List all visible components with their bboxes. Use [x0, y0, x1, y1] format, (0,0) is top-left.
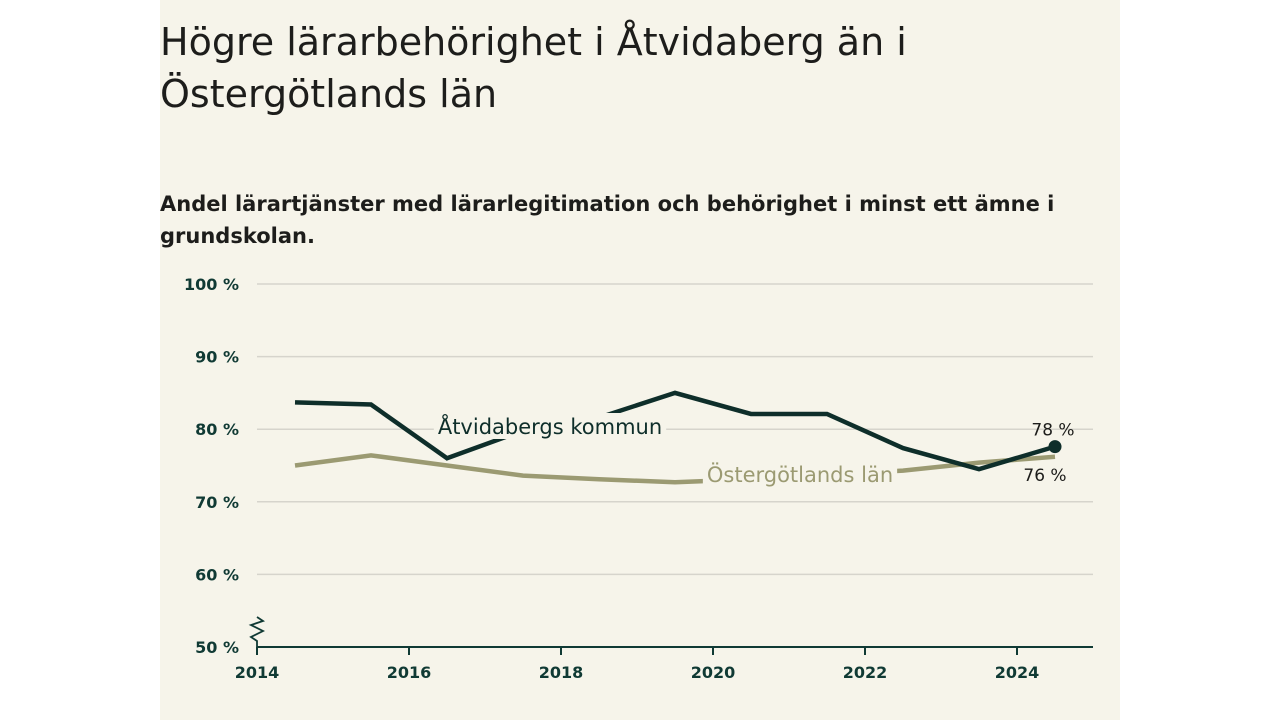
end-point-marker [1048, 440, 1062, 454]
y-axis-break-mark [248, 616, 266, 647]
y-tick-label: 50 % [195, 638, 239, 657]
x-tick-label: 2016 [387, 663, 432, 682]
chart-subtitle: Andel lärartjänster med lärarlegitimatio… [160, 192, 1055, 248]
y-tick-label: 80 % [195, 420, 239, 439]
x-tick-label: 2024 [995, 663, 1040, 682]
x-tick-label: 2022 [843, 663, 888, 682]
chart-title: Högre lärarbehörighet i Åtvidaberg än i … [160, 20, 907, 116]
y-tick-label: 70 % [195, 493, 239, 512]
y-tick-label: 100 % [184, 275, 239, 294]
y-tick-label: 60 % [195, 565, 239, 584]
series-label-atvidaberg: Åtvidabergs kommun [438, 413, 662, 439]
series-label-bg [433, 413, 667, 439]
end-label-ostergotland: 76 % [1023, 466, 1066, 486]
y-tick-label: 90 % [195, 348, 239, 367]
series-label-ostergotland: Östergötlands län [707, 462, 893, 487]
series-label-bg [702, 462, 898, 487]
chart-panel [160, 0, 1120, 720]
end-label-atvidaberg: 78 % [1031, 421, 1074, 441]
x-tick-label: 2014 [235, 663, 280, 682]
x-tick-label: 2020 [691, 663, 736, 682]
x-tick-label: 2018 [539, 663, 584, 682]
series-line-atvidaberg [294, 390, 1056, 472]
series-line-ostergotland [294, 453, 1056, 485]
